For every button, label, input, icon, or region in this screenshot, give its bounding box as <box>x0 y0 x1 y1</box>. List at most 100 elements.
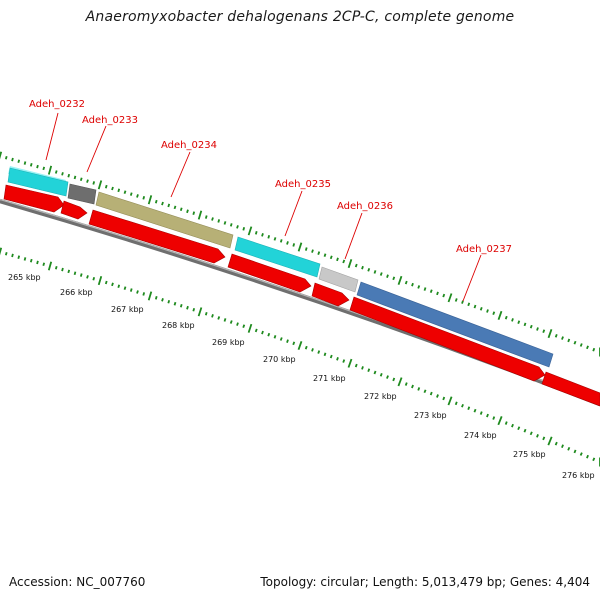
gene-feature-adeh-0232[interactable] <box>7 167 69 197</box>
outer-tick-30 <box>186 209 189 214</box>
inner-tick-88 <box>547 436 553 446</box>
outer-tick-78 <box>486 309 489 313</box>
callout-line-adeh-0237 <box>462 254 482 302</box>
outer-tick-8 <box>47 165 53 175</box>
inner-tick-91 <box>567 446 571 451</box>
inner-tick-22 <box>136 290 139 294</box>
inner-tick-19 <box>117 284 121 289</box>
inner-tick-17 <box>104 280 108 285</box>
outer-tick-82 <box>511 318 514 322</box>
cds-arrow-6[interactable] <box>349 296 546 382</box>
inner-tick-32 <box>197 307 203 317</box>
gene-feature-adeh-0235[interactable] <box>234 236 321 278</box>
inner-tick-79 <box>492 416 496 420</box>
outer-tick-67 <box>417 285 421 289</box>
outer-tick-22 <box>136 194 139 198</box>
outer-tick-49 <box>304 247 308 251</box>
inner-tick-37 <box>229 320 233 324</box>
inner-tick-77 <box>479 411 483 415</box>
cds-arrow-2[interactable] <box>60 200 88 220</box>
outer-tick-91 <box>567 338 571 343</box>
outer-tick-40 <box>247 226 253 236</box>
outer-tick-73 <box>454 298 458 302</box>
cds-track <box>3 184 600 407</box>
outer-tick-26 <box>161 201 164 206</box>
gene-label-adeh-0235[interactable]: Adeh_0235 <box>275 179 331 190</box>
outer-tick-74 <box>461 300 464 304</box>
inner-tick-24 <box>147 291 153 301</box>
inner-tick-90 <box>561 444 564 449</box>
gene-feature-adeh-0234[interactable] <box>95 191 234 249</box>
outer-tick-47 <box>292 243 296 247</box>
outer-tick-3 <box>17 159 21 164</box>
outer-tick-65 <box>404 280 408 285</box>
outer-tick-31 <box>192 211 196 215</box>
inner-tick-5 <box>29 258 33 263</box>
gene-feature-adeh-0233[interactable] <box>67 183 97 205</box>
outer-tick-42 <box>261 233 264 237</box>
outer-tick-70 <box>436 291 439 296</box>
outer-tick-52 <box>323 253 327 257</box>
inner-tick-57 <box>354 363 358 368</box>
inner-tick-13 <box>79 273 83 277</box>
outer-tick-ruler <box>0 151 600 357</box>
inner-tick-60 <box>373 370 377 375</box>
inner-tick-35 <box>217 316 221 320</box>
inner-tick-53 <box>329 354 333 359</box>
outer-tick-35 <box>217 219 221 223</box>
gene-feature-adeh-0237[interactable] <box>356 281 554 368</box>
gene-label-adeh-0233[interactable]: Adeh_0233 <box>82 115 138 126</box>
outer-tick-80 <box>497 310 503 320</box>
outer-tick-11 <box>67 173 71 178</box>
outer-tick-77 <box>479 306 483 311</box>
outer-tick-28 <box>173 205 177 210</box>
inner-tick-44 <box>273 335 277 339</box>
outer-tick-4 <box>23 161 27 165</box>
inner-tick-8 <box>47 261 53 271</box>
inner-tick-73 <box>454 401 458 406</box>
outer-tick-72 <box>447 293 453 303</box>
cds-arrow-4[interactable] <box>227 253 312 293</box>
inner-tick-93 <box>579 452 583 456</box>
inner-tick-78 <box>486 413 489 418</box>
gene-label-adeh-0232[interactable]: Adeh_0232 <box>29 99 85 110</box>
inner-tick-31 <box>192 307 196 312</box>
outer-tick-20 <box>123 190 127 194</box>
inner-tick-12 <box>73 271 77 276</box>
cds-arrow-3[interactable] <box>88 209 226 264</box>
outer-tick-24 <box>147 195 153 205</box>
outer-tick-45 <box>279 239 283 243</box>
inner-tick-11 <box>67 269 71 274</box>
inner-tick-21 <box>129 288 133 292</box>
cds-arrow-7[interactable] <box>541 371 600 407</box>
inner-tick-74 <box>461 403 464 408</box>
outer-tick-32 <box>197 210 203 220</box>
outer-tick-7 <box>42 166 46 171</box>
gene-label-adeh-0236[interactable]: Adeh_0236 <box>337 201 393 212</box>
kbp-label-265: 265 kbp <box>8 273 41 282</box>
inner-tick-16 <box>97 276 103 286</box>
inner-tick-14 <box>86 275 89 279</box>
inner-tick-59 <box>367 368 371 373</box>
inner-tick-41 <box>254 328 258 333</box>
kbp-label-275: 275 kbp <box>513 450 546 459</box>
kbp-label-273: 273 kbp <box>414 411 447 420</box>
callout-line-adeh-0233 <box>86 125 107 173</box>
cds-arrow-5[interactable] <box>311 282 350 307</box>
cds-arrow-1[interactable] <box>3 184 65 213</box>
outer-tick-86 <box>536 327 539 331</box>
outer-tick-59 <box>367 267 371 272</box>
inner-tick-49 <box>304 345 308 350</box>
outer-tick-21 <box>129 192 133 196</box>
gene-label-adeh-0234[interactable]: Adeh_0234 <box>161 140 217 151</box>
gene-label-adeh-0237[interactable]: Adeh_0237 <box>456 244 512 255</box>
inner-tick-26 <box>161 298 164 302</box>
outer-tick-2 <box>11 157 14 162</box>
inner-tick-27 <box>167 299 171 304</box>
inner-tick-23 <box>142 292 146 296</box>
kbp-label-267: 267 kbp <box>111 305 144 314</box>
gene-feature-adeh-0236[interactable] <box>318 266 359 293</box>
inner-tick-56 <box>347 358 353 368</box>
outer-tick-44 <box>273 237 277 241</box>
